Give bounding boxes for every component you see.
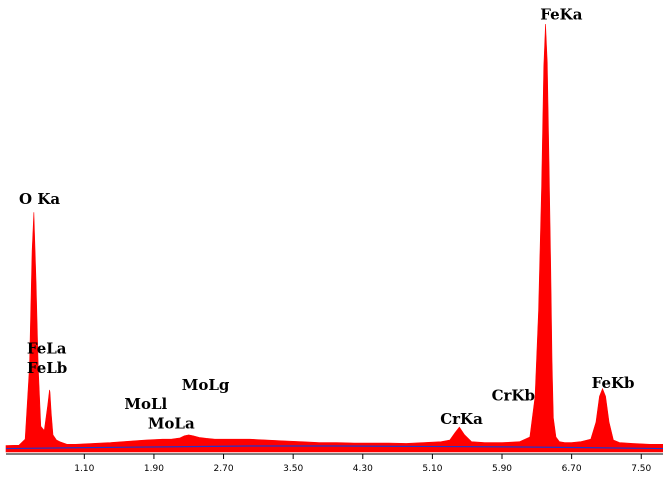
peak-label: MoLl — [124, 395, 167, 413]
peak-label: FeLa — [27, 340, 67, 358]
x-tick-label: 5.90 — [492, 464, 512, 474]
x-tick-label: 1.90 — [144, 464, 164, 474]
peak-label: O Ka — [19, 190, 60, 208]
x-tick-label: 7.50 — [631, 464, 651, 474]
x-tick-label: 3.50 — [283, 464, 303, 474]
series-layer — [5, 23, 663, 453]
peak-label: MoLa — [148, 414, 195, 432]
peak-label: FeLb — [27, 359, 67, 377]
x-tick-label: 5.10 — [422, 464, 442, 474]
peak-label: FeKa — [540, 6, 582, 24]
x-tick-label: 1.10 — [74, 464, 94, 474]
background-line-series — [5, 445, 663, 450]
tick-layer: 1.10 1.90 2.70 3.50 4.30 5.10 5.90 6.70 7.50 — [74, 454, 652, 474]
peak-label: CrKa — [440, 410, 483, 428]
x-tick-label: 4.30 — [353, 464, 373, 474]
spectrum-area-series — [5, 23, 663, 453]
x-tick-label: 6.70 — [562, 464, 582, 474]
peak-label: FeKb — [592, 374, 635, 392]
peak-label: CrKb — [492, 387, 535, 405]
peak-label: MoLg — [182, 376, 230, 394]
x-tick-label: 2.70 — [214, 464, 234, 474]
